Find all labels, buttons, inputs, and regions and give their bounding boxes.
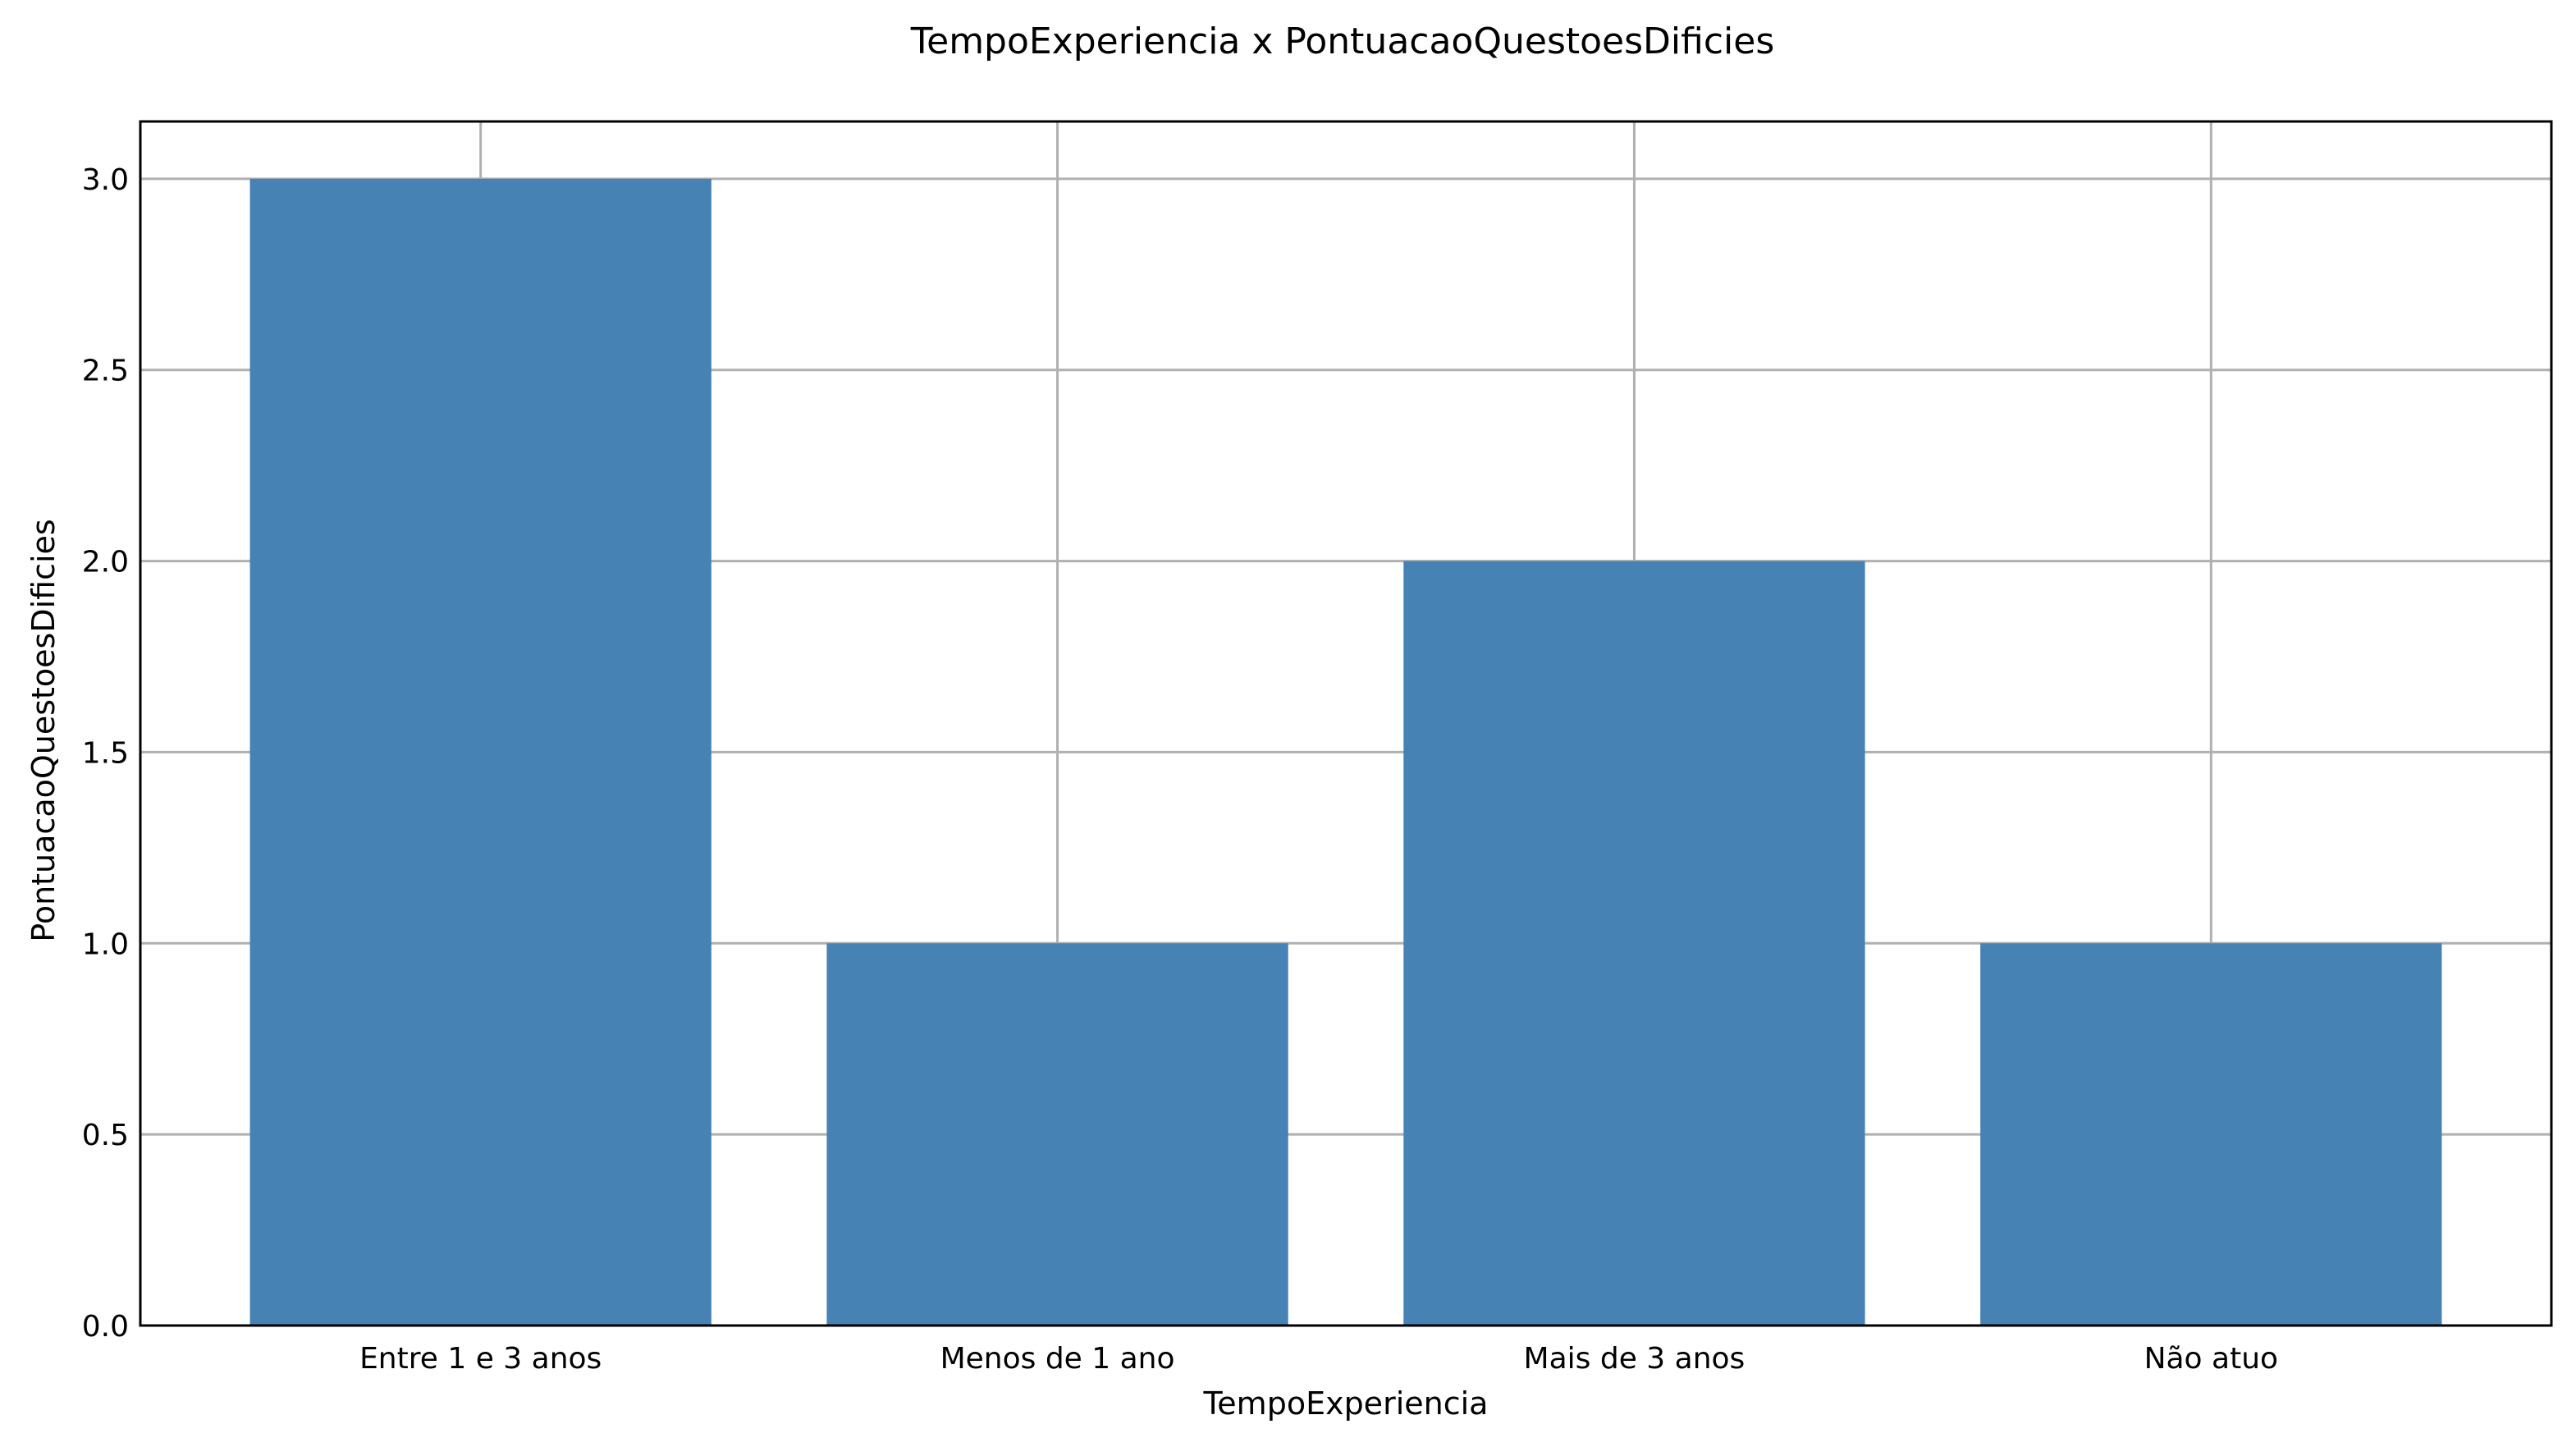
y-axis-label: PontuacaoQuestoesDificies: [25, 519, 62, 941]
x-tick-label: Não atuo: [2144, 1342, 2278, 1376]
bar: [1980, 943, 2442, 1326]
bar: [1403, 561, 1865, 1326]
bar: [826, 943, 1288, 1326]
y-tick-label: 2.5: [82, 355, 129, 388]
y-tick-label: 0.0: [82, 1310, 129, 1344]
bars: [249, 178, 2442, 1326]
x-tick-label: Menos de 1 ano: [940, 1342, 1175, 1376]
y-tick-label: 0.5: [82, 1119, 129, 1152]
x-axis-label: TempoExperiencia: [1203, 1385, 1489, 1422]
bar: [249, 178, 711, 1326]
x-tick-label: Entre 1 e 3 anos: [359, 1342, 602, 1376]
y-axis-ticks: 0.0 0.5 1.0 1.5 2.0 2.5 3.0: [82, 163, 129, 1344]
x-tick-label: Mais de 3 anos: [1524, 1342, 1746, 1376]
x-axis-ticks: Entre 1 e 3 anos Menos de 1 ano Mais de 3 …: [359, 1342, 2278, 1376]
axes-frame: [139, 120, 2553, 1327]
y-tick-label: 1.5: [82, 736, 129, 770]
chart-title: TempoExperiencia x PontuacaoQuestoesDifi…: [910, 21, 1775, 62]
y-tick-label: 2.0: [82, 546, 129, 579]
y-tick-label: 1.0: [82, 927, 129, 961]
y-tick-label: 3.0: [82, 163, 129, 197]
